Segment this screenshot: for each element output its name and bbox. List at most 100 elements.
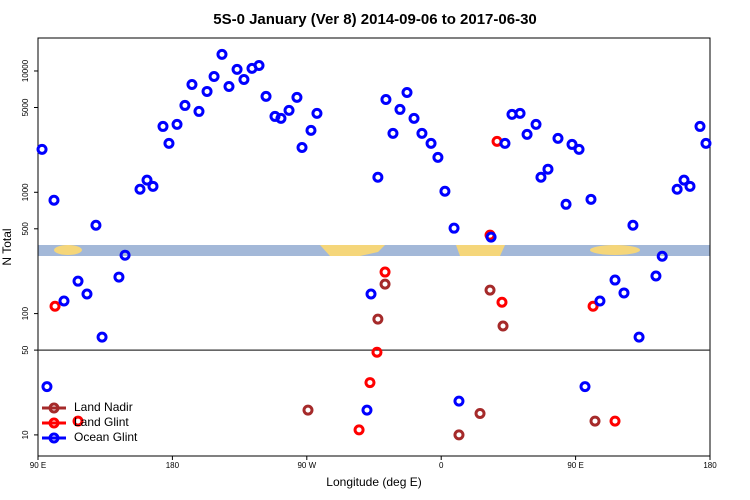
- point: [560, 198, 572, 210]
- point: [484, 284, 496, 296]
- point: [193, 105, 205, 117]
- point: [223, 80, 235, 92]
- point: [521, 128, 533, 140]
- point: [201, 85, 213, 97]
- point: [291, 91, 303, 103]
- point: [353, 424, 365, 436]
- point: [380, 93, 392, 105]
- point: [499, 137, 511, 149]
- point: [627, 219, 639, 231]
- point: [585, 193, 597, 205]
- point: [171, 118, 183, 130]
- point: [157, 120, 169, 132]
- point: [474, 408, 486, 420]
- point: [36, 143, 48, 155]
- x-tick-label: 0: [439, 461, 444, 470]
- point: [186, 78, 198, 90]
- point: [439, 185, 451, 197]
- point: [302, 404, 314, 416]
- point: [401, 86, 413, 98]
- legend-label: Land Glint: [74, 415, 129, 429]
- point: [119, 249, 131, 261]
- legend-marker: [48, 417, 60, 429]
- point: [671, 183, 683, 195]
- point: [530, 118, 542, 130]
- legend-label: Land Nadir: [74, 400, 133, 414]
- legend-label: Ocean Glint: [74, 430, 138, 444]
- point: [296, 141, 308, 153]
- point: [260, 90, 272, 102]
- point: [379, 266, 391, 278]
- point: [394, 103, 406, 115]
- legend-marker: [48, 432, 60, 444]
- point: [179, 99, 191, 111]
- point: [134, 183, 146, 195]
- point: [305, 124, 317, 136]
- point: [48, 194, 60, 206]
- point: [372, 313, 384, 325]
- y-tick-label: 5000: [21, 98, 30, 116]
- point: [678, 174, 690, 186]
- point: [656, 250, 668, 262]
- x-tick-label: 90 E: [30, 461, 46, 470]
- point: [453, 395, 465, 407]
- x-tick-label: 90 W: [297, 461, 316, 470]
- point: [416, 127, 428, 139]
- point: [609, 415, 621, 427]
- y-axis-label: N Total: [0, 228, 14, 265]
- map-strip: [38, 245, 710, 256]
- point: [58, 295, 70, 307]
- point: [72, 275, 84, 287]
- point: [535, 171, 547, 183]
- point: [594, 295, 606, 307]
- point: [453, 429, 465, 441]
- point: [633, 331, 645, 343]
- point: [496, 296, 508, 308]
- point: [448, 222, 460, 234]
- y-tick-label: 1000: [21, 183, 30, 201]
- point: [365, 288, 377, 300]
- point: [283, 104, 295, 116]
- point: [90, 219, 102, 231]
- point: [542, 163, 554, 175]
- y-tick-label: 10000: [21, 59, 30, 82]
- y-tick-label: 10: [21, 430, 30, 439]
- point: [589, 415, 601, 427]
- point: [238, 74, 250, 86]
- point: [372, 171, 384, 183]
- point: [485, 231, 497, 243]
- x-axis-label: Longitude (deg E): [326, 475, 421, 489]
- point: [49, 300, 61, 312]
- point: [96, 331, 108, 343]
- point: [147, 180, 159, 192]
- point: [387, 127, 399, 139]
- point: [587, 300, 599, 312]
- point: [41, 381, 53, 393]
- point: [573, 143, 585, 155]
- point: [609, 274, 621, 286]
- y-tick-label: 500: [21, 222, 30, 236]
- point: [432, 151, 444, 163]
- point: [618, 287, 630, 299]
- point: [208, 70, 220, 82]
- point: [253, 59, 265, 71]
- point: [514, 107, 526, 119]
- plot-frame: [37, 37, 711, 457]
- point: [216, 48, 228, 60]
- point: [408, 112, 420, 124]
- chart-title: 5S-0 January (Ver 8) 2014-09-06 to 2017-…: [213, 11, 537, 28]
- point: [552, 132, 564, 144]
- y-tick-label: 100: [21, 306, 30, 320]
- point: [72, 415, 84, 427]
- point: [684, 180, 696, 192]
- point: [579, 381, 591, 393]
- point: [379, 278, 391, 290]
- point: [275, 112, 287, 124]
- point: [311, 107, 323, 119]
- point: [81, 288, 93, 300]
- point: [163, 137, 175, 149]
- point: [361, 404, 373, 416]
- point: [566, 138, 578, 150]
